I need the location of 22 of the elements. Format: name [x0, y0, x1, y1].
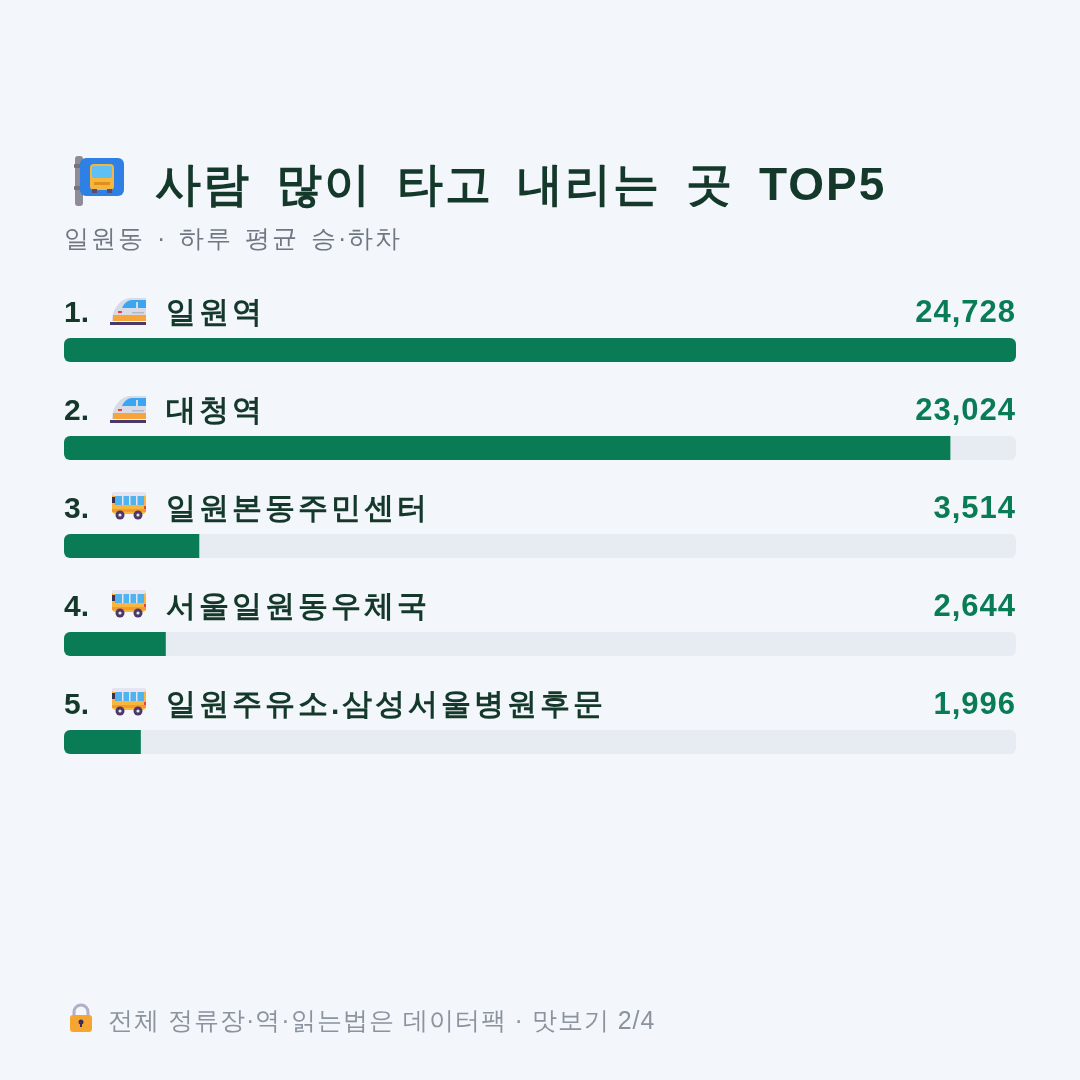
data-label: 3,514 [933, 490, 1016, 525]
chart-subtitle: 일원동 · 하루 평균 승·하차 [64, 224, 403, 252]
data-label: 2,644 [933, 588, 1016, 623]
annotation: 4. [64, 589, 90, 622]
annotation: 1. [64, 295, 90, 328]
data-label: 23,024 [915, 392, 1016, 427]
bar [64, 730, 141, 754]
chart-title: 사람 많이 타고 내리는 곳 TOP5 [155, 158, 887, 210]
y-tick-label: 서울일원동우체국 [166, 589, 430, 622]
data-label: 24,728 [915, 294, 1016, 329]
y-tick-label: 일원역 [166, 295, 265, 328]
bar [64, 632, 166, 656]
annotation: 3. [64, 491, 90, 524]
y-tick-label: 일원주유소.삼성서울병원후문 [166, 687, 607, 720]
annotation: 2. [64, 393, 90, 426]
data-label: 1,996 [933, 686, 1016, 721]
y-tick-label: 일원본동주민센터 [166, 491, 430, 524]
y-tick-label: 대청역 [166, 393, 265, 426]
bar [64, 338, 1016, 362]
bar [64, 534, 200, 558]
text: 전체 정류장·역·읽는법은 데이터팩 · 맛보기 2/4 [108, 1006, 656, 1034]
annotation: 5. [64, 687, 90, 720]
